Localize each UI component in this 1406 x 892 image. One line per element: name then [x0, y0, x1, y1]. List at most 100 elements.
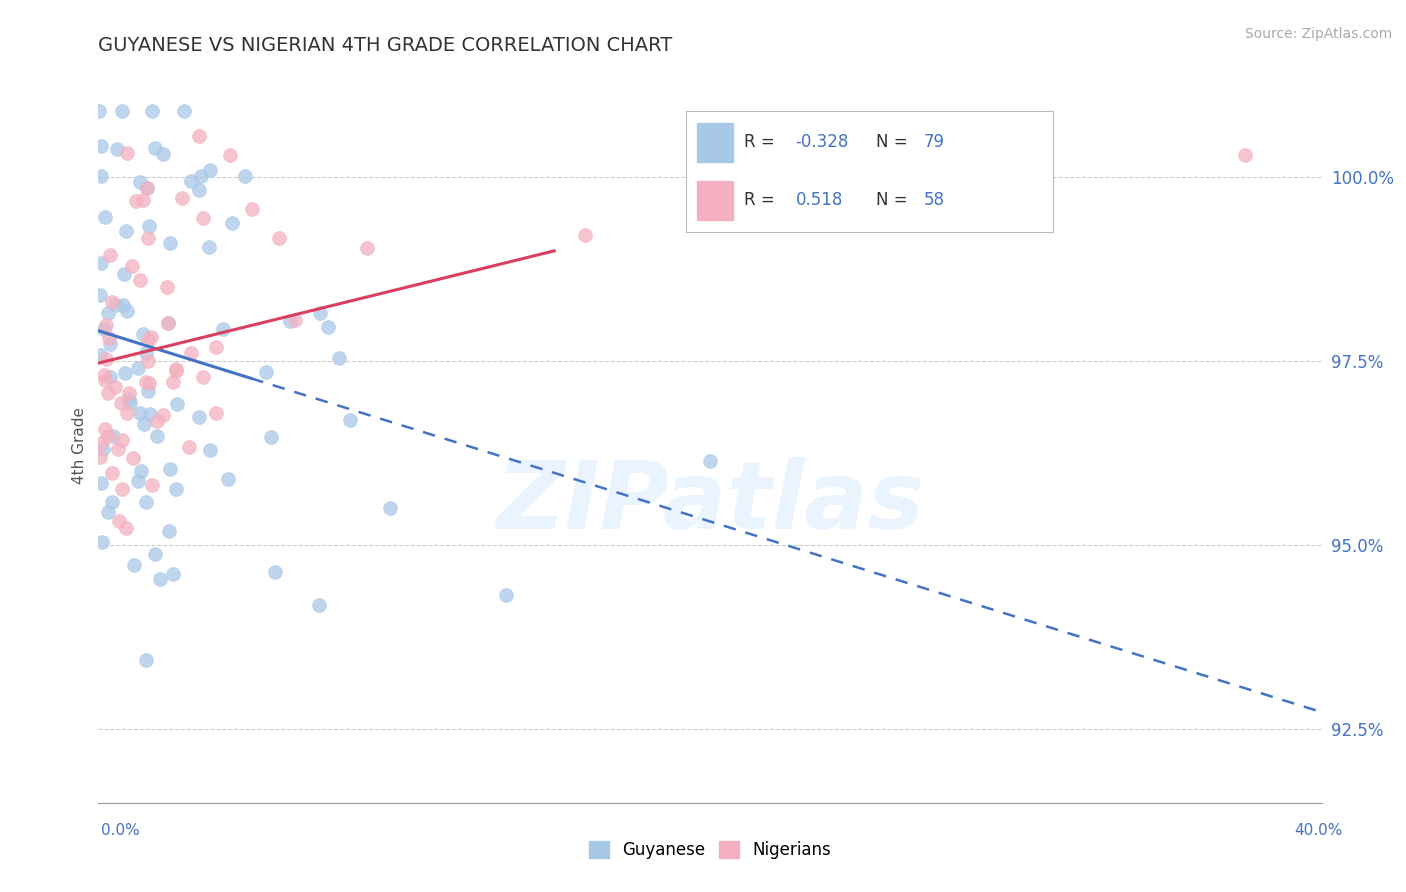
- Point: [89, 450, 111, 464]
- Point: [121, 259, 143, 273]
- Legend: Guyanese, Nigerians: Guyanese, Nigerians: [582, 834, 838, 866]
- Point: [103, 429, 125, 443]
- Point: [152, 409, 174, 423]
- Point: [90, 476, 112, 491]
- Point: [98, 247, 121, 261]
- Point: [96, 318, 118, 332]
- Point: [115, 145, 138, 160]
- Point: [97, 331, 120, 345]
- Point: [380, 500, 402, 515]
- Y-axis label: 4th Grade: 4th Grade: [72, 408, 87, 484]
- Point: [574, 227, 596, 242]
- Point: [90, 256, 112, 270]
- Point: [112, 297, 135, 311]
- Point: [111, 482, 134, 496]
- Point: [128, 273, 150, 287]
- Point: [205, 406, 228, 420]
- Point: [205, 340, 228, 354]
- Point: [127, 474, 149, 488]
- Point: [135, 653, 157, 667]
- Point: [356, 241, 378, 255]
- Point: [129, 406, 152, 420]
- Point: [188, 183, 211, 197]
- Point: [90, 169, 112, 183]
- Text: GUYANESE VS NIGERIAN 4TH GRADE CORRELATION CHART: GUYANESE VS NIGERIAN 4TH GRADE CORRELATI…: [98, 36, 672, 54]
- Point: [98, 337, 121, 351]
- Text: ZIPatlas: ZIPatlas: [496, 457, 924, 549]
- Point: [211, 322, 233, 336]
- Point: [172, 191, 194, 205]
- Point: [132, 327, 155, 342]
- Point: [152, 146, 174, 161]
- Point: [328, 351, 350, 365]
- Point: [180, 174, 202, 188]
- Point: [135, 375, 157, 389]
- Point: [98, 370, 121, 384]
- Point: [101, 495, 124, 509]
- Point: [87, 104, 110, 119]
- Point: [159, 235, 181, 250]
- Point: [115, 406, 138, 420]
- Point: [699, 453, 721, 467]
- Point: [124, 194, 146, 209]
- Point: [217, 472, 239, 486]
- Point: [219, 147, 242, 161]
- Point: [141, 104, 163, 119]
- Point: [141, 478, 163, 492]
- Point: [149, 572, 172, 586]
- Point: [165, 482, 187, 496]
- Point: [127, 360, 149, 375]
- Point: [139, 407, 162, 421]
- Point: [94, 422, 117, 436]
- Point: [89, 288, 111, 302]
- Point: [110, 396, 132, 410]
- Point: [94, 373, 117, 387]
- Point: [308, 598, 330, 612]
- Point: [108, 514, 131, 528]
- Point: [90, 138, 112, 153]
- Point: [136, 181, 159, 195]
- Point: [114, 366, 136, 380]
- Point: [165, 362, 187, 376]
- Point: [278, 314, 301, 328]
- Point: [198, 162, 221, 177]
- Point: [240, 202, 263, 216]
- Point: [91, 535, 114, 549]
- Point: [135, 345, 157, 359]
- Point: [284, 313, 307, 327]
- Point: [162, 375, 184, 389]
- Point: [308, 306, 330, 320]
- Point: [115, 304, 138, 318]
- Point: [198, 443, 221, 458]
- Point: [121, 450, 143, 465]
- Point: [198, 239, 221, 253]
- Point: [132, 193, 155, 207]
- Point: [128, 175, 150, 189]
- Point: [118, 385, 141, 400]
- Point: [136, 333, 159, 347]
- Point: [110, 433, 132, 447]
- Point: [339, 413, 361, 427]
- Point: [90, 436, 112, 450]
- Point: [118, 396, 141, 410]
- Point: [156, 316, 179, 330]
- Point: [112, 267, 135, 281]
- Point: [264, 565, 287, 579]
- Point: [118, 392, 141, 407]
- Point: [97, 306, 120, 320]
- Point: [114, 224, 136, 238]
- Point: [101, 294, 124, 309]
- Point: [143, 140, 166, 154]
- Text: 0.0%: 0.0%: [101, 823, 141, 838]
- Point: [188, 128, 211, 143]
- Point: [259, 430, 281, 444]
- Point: [136, 354, 159, 368]
- Text: 40.0%: 40.0%: [1295, 823, 1343, 838]
- Point: [177, 440, 200, 454]
- Point: [267, 231, 290, 245]
- Point: [97, 505, 120, 519]
- Point: [97, 429, 120, 443]
- Point: [101, 466, 124, 480]
- Point: [135, 495, 157, 509]
- Point: [316, 319, 339, 334]
